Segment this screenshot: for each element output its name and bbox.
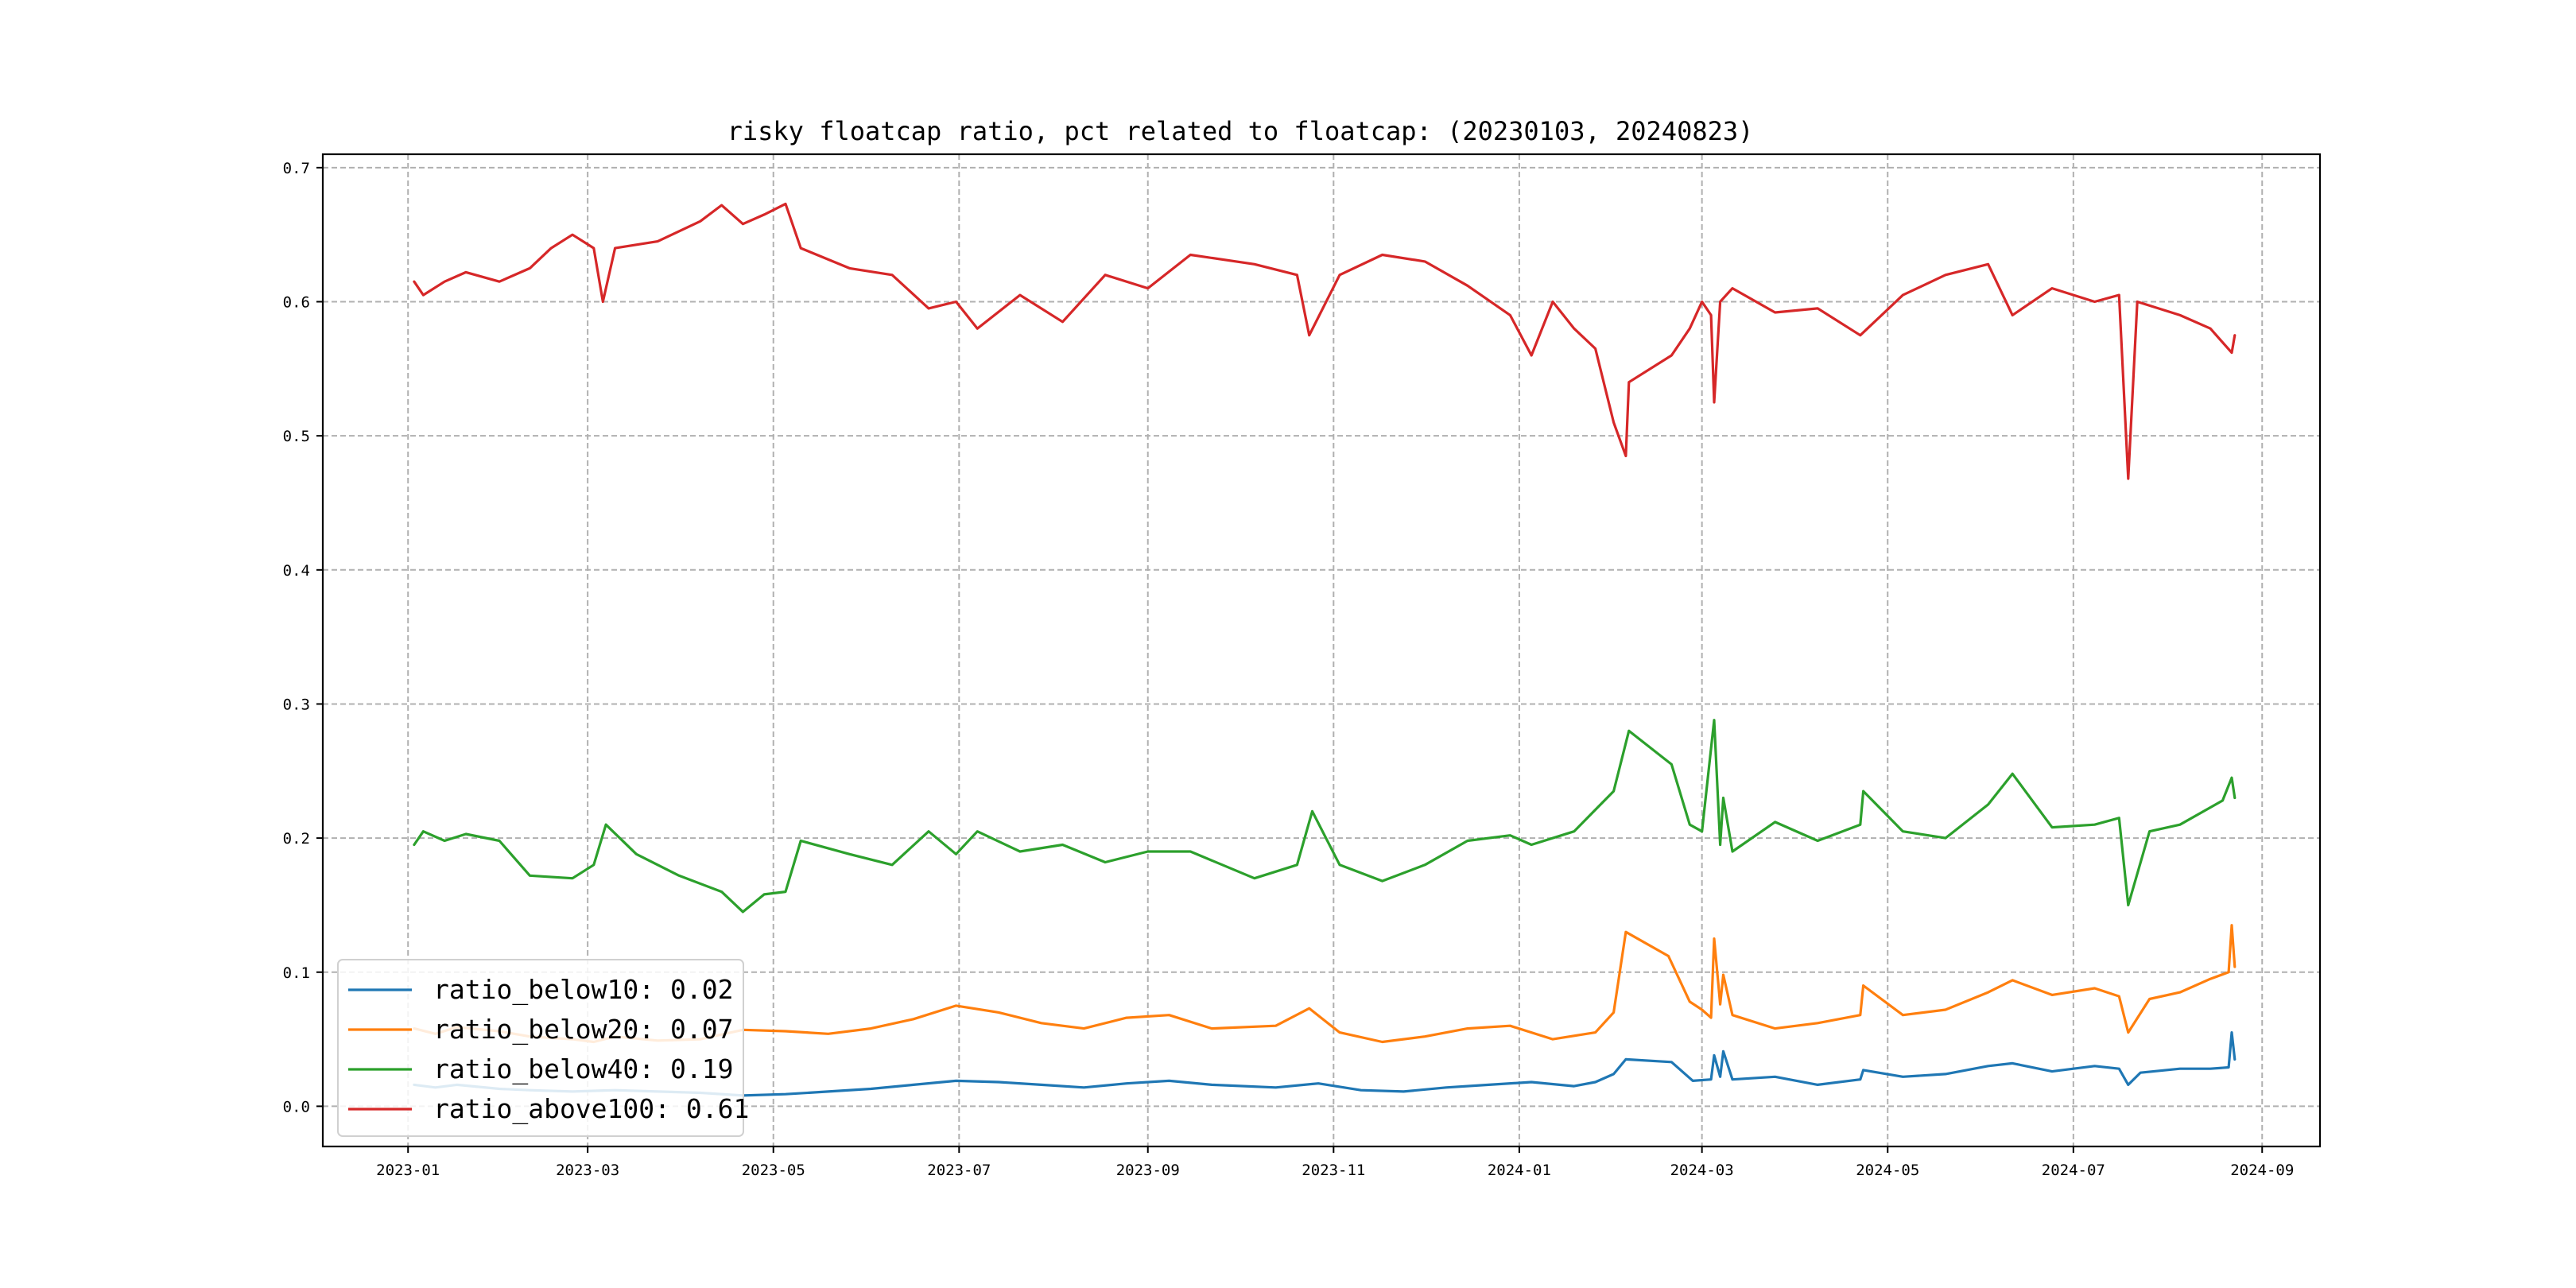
- plot-frame: [321, 153, 2322, 1148]
- x-tick-label: 2024-05: [1856, 1162, 1919, 1179]
- y-tick-label: 0.6: [283, 294, 310, 312]
- x-tick-label: 2023-11: [1302, 1162, 1365, 1179]
- y-tick-label: 0.7: [283, 160, 310, 177]
- series-line-ratio_above100: [413, 202, 2237, 480]
- x-tick-label: 2024-09: [2230, 1162, 2294, 1179]
- y-tick-label: 0.1: [283, 964, 310, 982]
- legend-label-ratio_below40: ratio_below40: 0.19: [433, 1053, 734, 1085]
- y-tick-label: 0.4: [283, 562, 310, 580]
- legend-label-ratio_below20: ratio_below20: 0.07: [433, 1014, 734, 1046]
- grid: [323, 154, 2320, 1146]
- y-tick-label: 0.2: [283, 830, 310, 848]
- y-tick-label: 0.0: [283, 1098, 310, 1115]
- legend-label-ratio_below10: ratio_below10: 0.02: [433, 974, 734, 1006]
- series-line-ratio_below10: [413, 1031, 2237, 1097]
- x-tick-label: 2023-09: [1116, 1162, 1180, 1179]
- legend-box: [337, 959, 744, 1137]
- legend-label-ratio_above100: ratio_above100: 0.61: [433, 1093, 749, 1125]
- legend-items: ratio_below10: 0.02 ratio_below20: 0.07 ra…: [348, 974, 749, 1125]
- x-tick-label: 2023-07: [927, 1162, 991, 1179]
- chart-title: risky floatcap ratio, pct related to flo…: [727, 116, 1754, 146]
- x-tick-label: 2023-03: [556, 1162, 619, 1179]
- axis-ticks: 2023-01 2023-03 2023-05 2023-07 2023-09 2023-…: [283, 160, 2295, 1179]
- x-tick-label: 2024-07: [2042, 1162, 2105, 1179]
- series-line-ratio_below40: [413, 719, 2237, 914]
- x-tick-label: 2024-01: [1488, 1162, 1551, 1179]
- legend: ratio_below10: 0.02 ratio_below20: 0.07 ra…: [337, 959, 749, 1137]
- x-tick-label: 2024-03: [1670, 1162, 1734, 1179]
- y-tick-label: 0.5: [283, 428, 310, 445]
- y-tick-label: 0.3: [283, 696, 310, 713]
- x-tick-label: 2023-01: [376, 1162, 440, 1179]
- x-tick-label: 2023-05: [742, 1162, 805, 1179]
